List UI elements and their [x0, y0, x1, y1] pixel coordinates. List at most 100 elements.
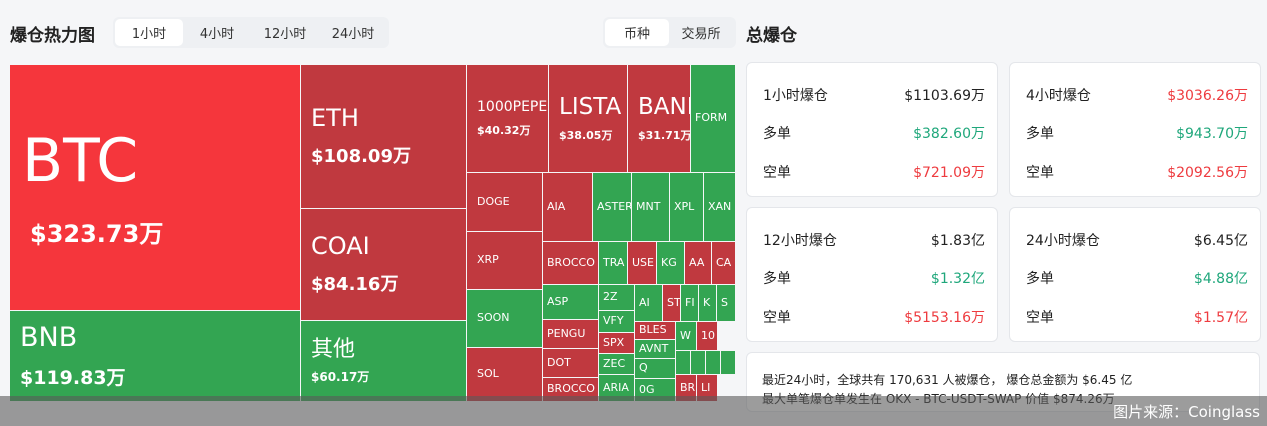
treemap-tile[interactable]: BTC $323.73万	[10, 65, 300, 310]
row-label: 多单	[763, 126, 791, 142]
card-row: 空单 $5153.16万	[763, 307, 985, 327]
treemap-tile[interactable]: PENGU	[543, 320, 598, 348]
treemap-tile[interactable]: Q	[635, 359, 675, 378]
treemap-tile[interactable]: ETH $108.09万	[301, 65, 466, 208]
time-tab[interactable]: 4小时	[199, 27, 235, 42]
time-tab[interactable]: 24小时	[331, 27, 375, 42]
treemap-tile[interactable]: FI	[681, 285, 698, 321]
treemap-tile[interactable]: BANK $31.71万	[628, 65, 690, 172]
tile-label: DOGE	[477, 194, 510, 208]
treemap-tile[interactable]: SPX	[599, 333, 634, 353]
treemap-tile[interactable]: AIA	[543, 173, 592, 241]
treemap-tile[interactable]: 2Z	[599, 285, 634, 310]
tile-amount: $108.09万	[311, 146, 411, 168]
treemap-tile[interactable]: BROCCO	[543, 242, 598, 284]
time-tab[interactable]: 1小时	[115, 19, 183, 46]
tile-label: LISTA	[559, 94, 622, 121]
treemap-tile[interactable]: AI	[635, 285, 662, 321]
tile-label: SOL	[477, 367, 499, 381]
treemap-tile[interactable]: ST	[663, 285, 680, 321]
treemap-tile[interactable]: XAN	[704, 173, 735, 241]
row-label: 多单	[1026, 271, 1054, 287]
tile-label: BR	[680, 380, 696, 394]
treemap-tile[interactable]: ZEC	[599, 354, 634, 374]
treemap-tile[interactable]: BNB $119.83万	[10, 311, 300, 401]
view-tab[interactable]: 币种	[605, 19, 669, 46]
tile-label: FI	[685, 295, 695, 309]
treemap-tile[interactable]: 0G	[635, 379, 675, 401]
tile-label: AIA	[547, 199, 566, 213]
tile-label: 0G	[639, 382, 655, 396]
card-row: 空单 $1.57亿	[1026, 307, 1248, 327]
treemap-tile[interactable]: TRA	[599, 242, 627, 284]
row-value: $943.70万	[1176, 126, 1248, 142]
tile-amount: $84.16万	[311, 274, 399, 296]
tile-label: XPL	[674, 199, 695, 213]
card-total: $1.83亿	[930, 233, 985, 249]
tile-label: TRA	[603, 255, 625, 269]
treemap-tile[interactable]: USE	[628, 242, 656, 284]
treemap-tile[interactable]: ASTER	[593, 173, 631, 241]
treemap-tile[interactable]: ASP	[543, 285, 598, 319]
treemap-tile[interactable]: VFY	[599, 311, 634, 332]
card-header: 24小时爆仓 $6.45亿	[1026, 230, 1248, 250]
treemap-tile[interactable]: 其他 $60.17万	[301, 321, 466, 401]
tile-label: K	[703, 295, 711, 309]
card-label: 12小时爆仓	[763, 233, 837, 249]
tile-label: ETH	[311, 103, 359, 132]
row-label: 空单	[763, 310, 791, 326]
card-row: 多单 $1.32亿	[763, 268, 985, 288]
tile-label: ASP	[547, 294, 569, 308]
tile-label: BTC	[22, 125, 139, 196]
treemap-tile[interactable]: AA	[685, 242, 711, 284]
tile-label: BLES	[639, 323, 667, 337]
treemap-tile[interactable]: BLES	[635, 322, 675, 339]
tile-label: ASTER	[597, 199, 631, 213]
treemap-tile[interactable]: XRP	[467, 232, 542, 289]
tile-amount: $38.05万	[559, 128, 613, 142]
source-bar: 图片来源：Coinglass	[0, 396, 1267, 426]
tile-label: KG	[661, 255, 677, 269]
tile-label: ZEC	[603, 356, 626, 370]
tile-label: 2Z	[603, 290, 618, 304]
tile-label: 其他	[311, 336, 356, 362]
treemap-tile[interactable]: AVNT	[635, 340, 675, 358]
summary-card: 12小时爆仓 $1.83亿多单 $1.32亿空单 $5153.16万	[746, 207, 998, 342]
tile-label: BROCCO	[547, 255, 595, 269]
treemap-tile[interactable]: CA	[712, 242, 735, 284]
treemap-tile[interactable]: DOGE	[467, 173, 542, 231]
row-value: $382.60万	[913, 126, 985, 142]
treemap-tile[interactable]: LI	[697, 375, 717, 401]
treemap-tile[interactable]: 10	[697, 322, 717, 350]
card-row: 多单 $4.88亿	[1026, 268, 1248, 288]
treemap-tile[interactable]: KG	[657, 242, 684, 284]
treemap-tile	[706, 351, 720, 374]
treemap-tile[interactable]: S	[717, 285, 735, 321]
treemap-tile[interactable]: SOL	[467, 348, 542, 401]
row-label: 空单	[763, 165, 791, 181]
row-value: $1.32亿	[930, 271, 985, 287]
treemap-tile[interactable]: K	[699, 285, 716, 321]
row-label: 多单	[763, 271, 791, 287]
treemap-tile[interactable]: BROCCO	[543, 378, 598, 401]
treemap-tile[interactable]: COAI $84.16万	[301, 209, 466, 320]
treemap-tile[interactable]: BR	[676, 375, 696, 401]
treemap-tile[interactable]: DOT	[543, 349, 598, 377]
tile-label: AI	[639, 295, 650, 309]
row-value: $721.09万	[913, 165, 985, 181]
treemap-tile[interactable]: MNT	[632, 173, 669, 241]
view-tab[interactable]: 交易所	[681, 27, 721, 42]
treemap-tile[interactable]: 1000PEPE $40.32万	[467, 65, 548, 172]
card-row: 多单 $943.70万	[1026, 123, 1248, 143]
time-tab[interactable]: 12小时	[263, 27, 307, 42]
tile-amount: $31.71万	[638, 128, 690, 142]
treemap-tile[interactable]: XPL	[670, 173, 703, 241]
treemap-tile[interactable]: W	[676, 322, 696, 350]
treemap-tile[interactable]: SOON	[467, 290, 542, 347]
treemap-tile[interactable]: LISTA $38.05万	[549, 65, 627, 172]
treemap-tile[interactable]: FORM	[691, 65, 735, 172]
treemap-tile	[691, 351, 705, 374]
tile-label: VFY	[603, 314, 624, 328]
tile-label: S	[721, 295, 728, 309]
tile-label: XRP	[477, 253, 499, 267]
